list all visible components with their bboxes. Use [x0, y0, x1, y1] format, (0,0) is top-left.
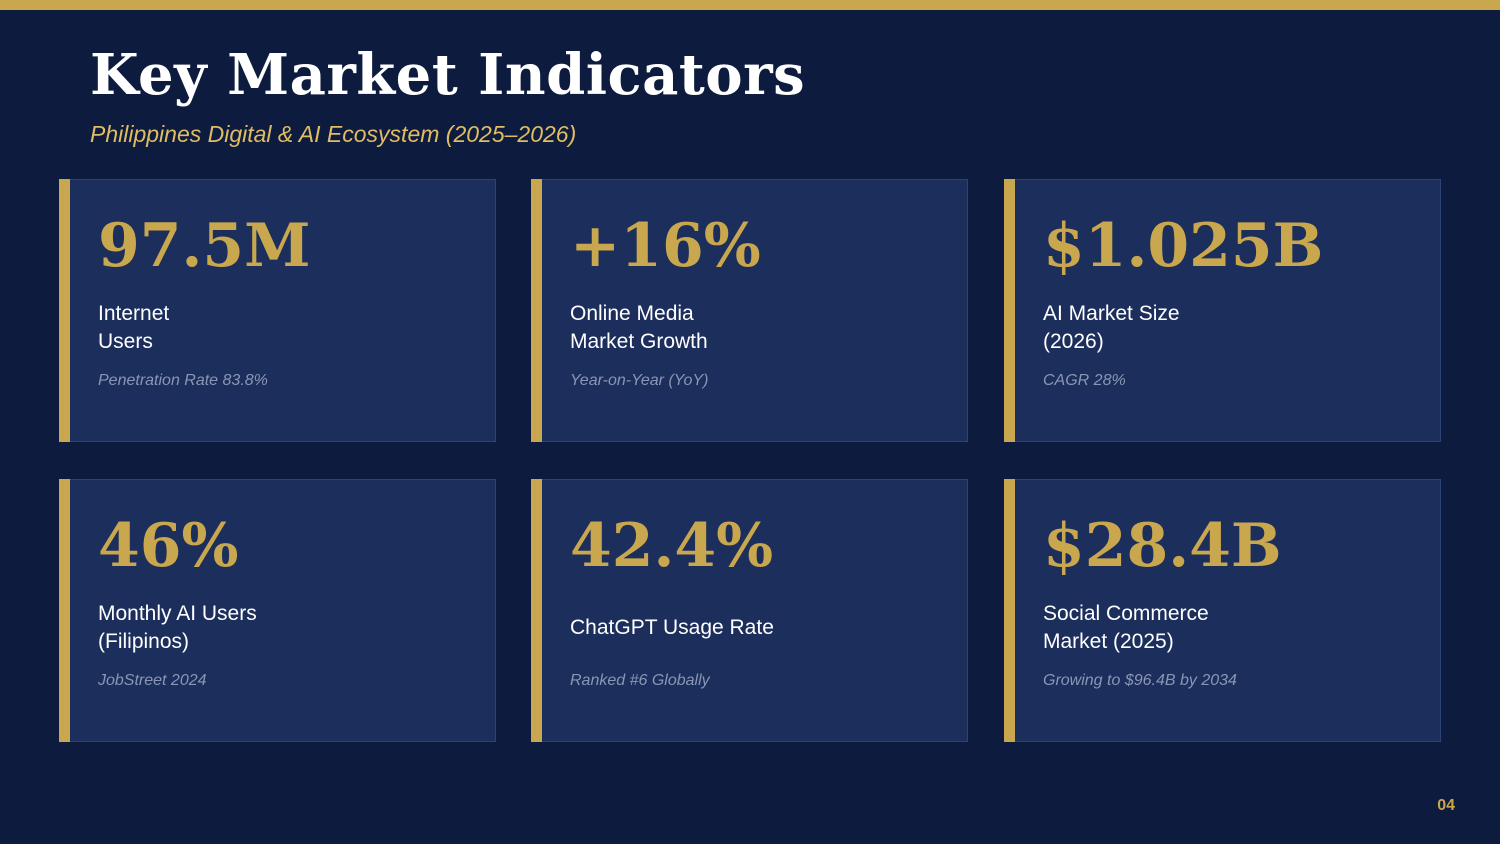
indicator-card-monthly-ai-users: 46% Monthly AI Users (Filipinos) JobStre… — [59, 479, 496, 742]
card-metric: 97.5M — [98, 211, 311, 281]
page-subtitle: Philippines Digital & AI Ecosystem (2025… — [90, 121, 577, 147]
page-number: 04 — [1437, 797, 1455, 814]
card-accent-bar — [59, 179, 70, 442]
card-note: Ranked #6 Globally — [570, 672, 710, 689]
indicator-card-chatgpt-usage: 42.4% ChatGPT Usage Rate Ranked #6 Globa… — [531, 479, 968, 742]
card-accent-bar — [531, 179, 542, 442]
card-label: ChatGPT Usage Rate — [570, 616, 774, 639]
card-metric: 42.4% — [570, 511, 774, 581]
card-accent-bar — [1004, 479, 1015, 742]
card-label: Social Commerce Market (2025) — [1043, 602, 1209, 653]
card-accent-bar — [531, 479, 542, 742]
card-label: AI Market Size (2026) — [1043, 302, 1180, 353]
card-metric: 46% — [98, 511, 239, 581]
card-metric: $28.4B — [1043, 511, 1282, 581]
card-label: Internet Users — [98, 302, 170, 353]
indicator-card-ai-market-size: $1.025B AI Market Size (2026) CAGR 28% — [1004, 179, 1441, 442]
card-note: Penetration Rate 83.8% — [98, 372, 268, 389]
card-accent-bar — [59, 479, 70, 742]
card-label: Monthly AI Users (Filipinos) — [98, 602, 257, 653]
card-metric: +16% — [570, 211, 761, 281]
top-accent-bar — [0, 0, 1500, 10]
indicator-card-social-commerce: $28.4B Social Commerce Market (2025) Gro… — [1004, 479, 1441, 742]
card-label: Online Media Market Growth — [570, 302, 708, 353]
card-note: Growing to $96.4B by 2034 — [1043, 672, 1237, 689]
indicator-card-online-media-growth: +16% Online Media Market Growth Year-on-… — [531, 179, 968, 442]
card-metric: $1.025B — [1043, 211, 1324, 281]
page-title: Key Market Indicators — [90, 42, 806, 108]
card-note: CAGR 28% — [1043, 372, 1126, 389]
card-note: Year-on-Year (YoY) — [570, 372, 709, 389]
card-note: JobStreet 2024 — [98, 672, 207, 689]
indicator-card-internet-users: 97.5M Internet Users Penetration Rate 83… — [59, 179, 496, 442]
card-accent-bar — [1004, 179, 1015, 442]
